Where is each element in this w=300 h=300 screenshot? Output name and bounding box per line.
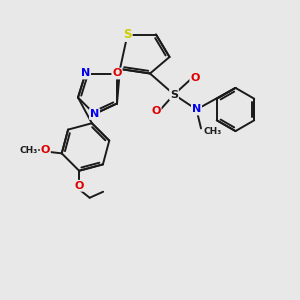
Text: O: O [112,68,122,79]
Text: S: S [123,28,132,41]
Text: O: O [40,146,50,155]
Text: N: N [81,68,90,79]
Text: N: N [90,109,99,119]
Text: O: O [190,73,200,83]
Text: O: O [151,106,161,116]
Text: CH₃: CH₃ [204,128,222,136]
Text: CH₃: CH₃ [20,146,38,155]
Text: N: N [192,104,201,115]
Text: O: O [74,181,84,191]
Text: S: S [170,89,178,100]
